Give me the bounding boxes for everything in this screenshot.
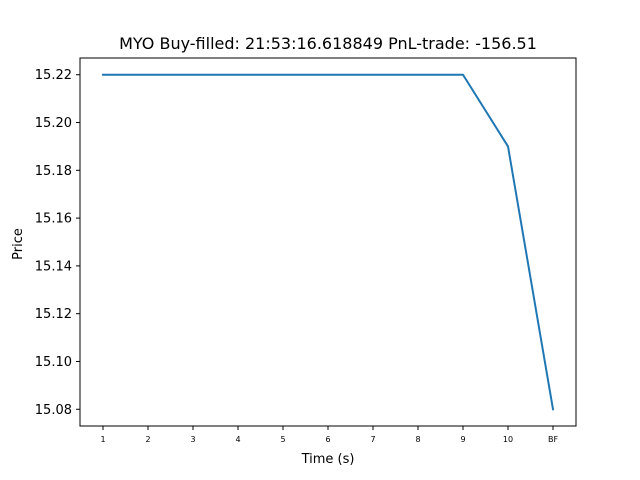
x-tick-label: 6	[325, 435, 330, 444]
x-tick-label: BF	[548, 435, 558, 444]
y-axis-title: Price	[11, 228, 26, 260]
x-tick-label: 3	[190, 435, 195, 444]
y-tick-label: 15.10	[35, 355, 72, 370]
x-tick-label: 7	[370, 435, 375, 444]
series-layer	[102, 73, 555, 411]
y-tick-label: 15.22	[35, 68, 72, 83]
y-axis: 15.08 15.10 15.12 15.14 15.16 15.18 15.20 15.22	[35, 68, 80, 418]
x-tick-label: 9	[460, 435, 465, 444]
x-tick-label: 2	[145, 435, 150, 444]
x-tick-label: 10	[503, 435, 513, 444]
x-tick-label: 4	[235, 435, 240, 444]
y-tick-label: 15.20	[35, 116, 72, 131]
x-axis: 1 2 3 4 5 6 7 8 9 10 BF	[100, 426, 558, 444]
x-axis-title: Time (s)	[301, 452, 355, 467]
x-tick-label: 8	[415, 435, 420, 444]
plot-area	[79, 57, 577, 427]
x-tick-label: 1	[100, 435, 105, 444]
y-tick-label: 15.18	[35, 164, 72, 179]
y-tick-label: 15.08	[35, 403, 72, 418]
y-tick-label: 15.16	[35, 212, 72, 227]
chart-title: MYO Buy-filled: 21:53:16.618849 PnL-trad…	[119, 34, 537, 53]
y-tick-label: 15.12	[35, 307, 72, 322]
x-tick-label: 5	[280, 435, 285, 444]
y-tick-label: 15.14	[35, 259, 72, 274]
